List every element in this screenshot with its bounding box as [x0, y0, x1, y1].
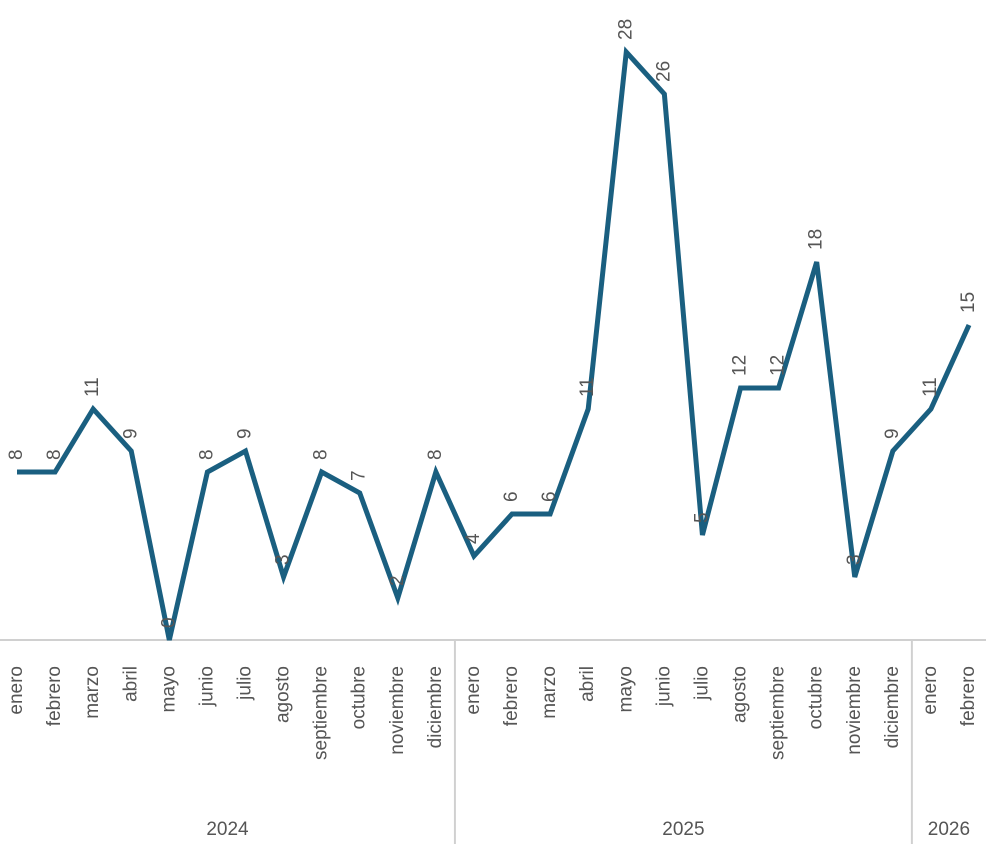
- x-tick-label: enero: [6, 666, 27, 715]
- data-label: 8: [196, 449, 217, 460]
- x-tick-label: julio: [691, 666, 712, 701]
- data-label: 8: [44, 449, 65, 460]
- data-label: 26: [653, 61, 674, 82]
- data-label: 12: [768, 355, 789, 376]
- x-tick-label: agosto: [273, 666, 294, 723]
- data-label: 6: [539, 491, 560, 502]
- x-tick-label: diciembre: [425, 666, 446, 748]
- data-label: 8: [6, 449, 27, 460]
- data-label: 28: [615, 19, 636, 40]
- x-tick-label: noviembre: [844, 666, 865, 755]
- data-label: 15: [958, 292, 979, 313]
- x-tick-label: noviembre: [387, 666, 408, 755]
- data-label: 9: [120, 428, 141, 439]
- data-label: 2: [387, 575, 408, 586]
- data-label: 8: [425, 449, 446, 460]
- x-tick-label: diciembre: [882, 666, 903, 748]
- page: {"chart_data": {"type": "line", "categor…: [0, 0, 986, 844]
- x-tick-label: abril: [120, 666, 141, 702]
- group-label: 2025: [662, 819, 704, 840]
- x-tick-label: febrero: [44, 666, 65, 726]
- data-label: 4: [463, 533, 484, 544]
- data-label: 11: [577, 377, 598, 397]
- x-tick-label: junio: [196, 666, 217, 707]
- x-tick-label: agosto: [730, 666, 751, 723]
- data-label: 3: [844, 554, 865, 565]
- data-label: 11: [920, 377, 941, 397]
- x-tick-label: enero: [463, 666, 484, 715]
- x-tick-label: octubre: [806, 666, 827, 729]
- data-label: 0: [158, 617, 179, 628]
- x-tick-label: mayo: [615, 666, 636, 712]
- x-tick-label: abril: [577, 666, 598, 702]
- data-label: 11: [82, 377, 103, 397]
- data-label: 3: [273, 554, 294, 565]
- x-tick-label: septiembre: [311, 666, 332, 760]
- chart: enero febrero marzo abril mayo junio julio agos…: [0, 0, 986, 844]
- data-label: 6: [501, 491, 522, 502]
- data-label: 7: [349, 470, 370, 481]
- x-tick-label: marzo: [539, 666, 560, 719]
- x-tick-label: enero: [920, 666, 941, 715]
- data-label: 9: [234, 428, 255, 439]
- group-label: 2024: [206, 819, 249, 840]
- data-label: 9: [882, 428, 903, 439]
- x-tick-label: octubre: [349, 666, 370, 729]
- group-label: 2026: [928, 819, 970, 840]
- data-label: 18: [806, 229, 827, 250]
- data-line: [17, 52, 969, 640]
- data-label: 8: [311, 449, 332, 460]
- x-tick-label: septiembre: [768, 666, 789, 760]
- x-tick-label: julio: [234, 666, 255, 701]
- x-tick-label: febrero: [501, 666, 522, 726]
- x-tick-label: mayo: [158, 666, 179, 712]
- x-tick-label: febrero: [958, 666, 979, 726]
- data-label: 12: [730, 355, 751, 376]
- x-tick-label: junio: [653, 666, 674, 707]
- x-tick-label: marzo: [82, 666, 103, 719]
- data-label: 5: [691, 512, 712, 523]
